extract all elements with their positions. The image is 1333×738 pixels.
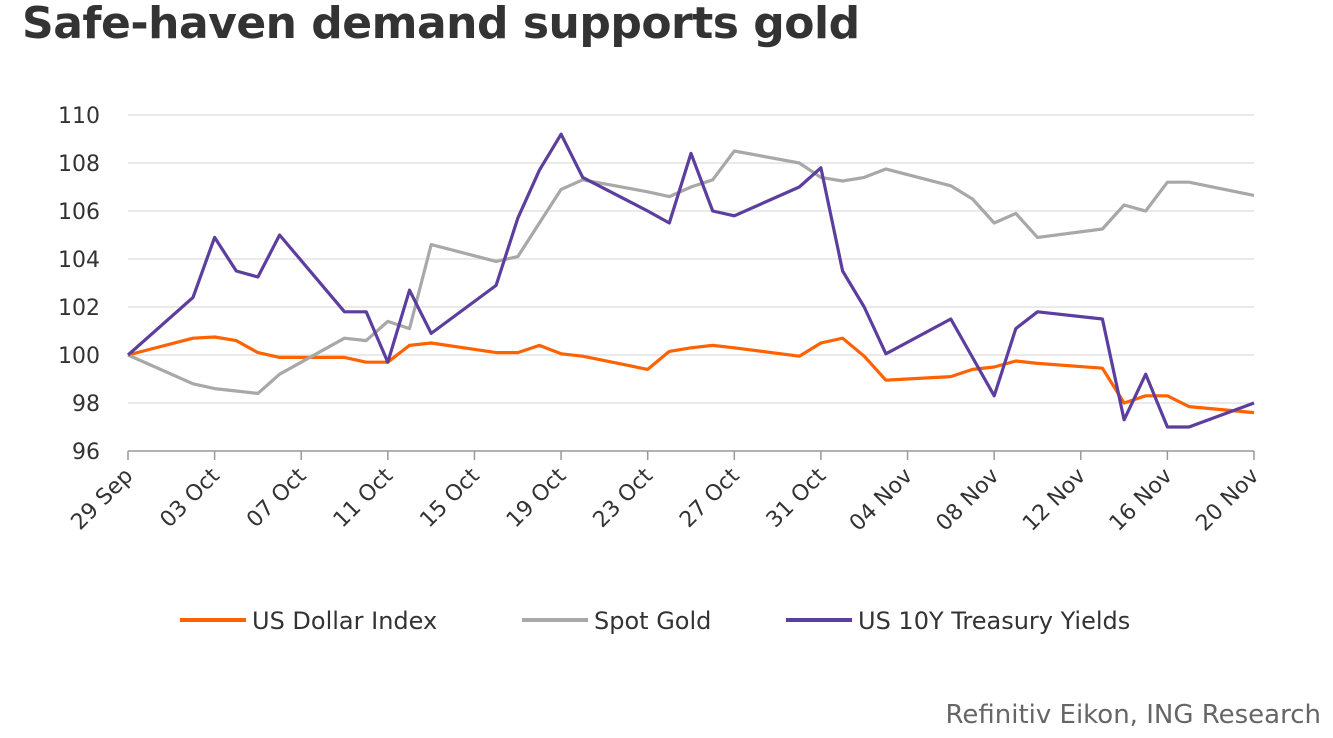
x-tick-label: 19 Oct — [502, 463, 572, 533]
legend-label: Spot Gold — [594, 607, 711, 635]
x-tick-label: 11 Oct — [329, 463, 399, 533]
x-tick-label: 29 Sep — [67, 464, 139, 536]
legend-label: US Dollar Index — [252, 607, 437, 635]
series-line-us-dollar-index — [127, 335, 1255, 415]
source-note: Refinitiv Eikon, ING Research — [945, 700, 1321, 730]
x-tick-label: 31 Oct — [762, 463, 832, 533]
legend-label: US 10Y Treasury Yields — [858, 607, 1130, 635]
chart-title: Safe-haven demand supports gold — [22, 0, 860, 49]
x-tick-label: 03 Oct — [156, 463, 226, 533]
series-lines — [126, 132, 1255, 429]
x-tick-label: 12 Nov — [1018, 464, 1091, 537]
y-tick-label: 102 — [58, 296, 100, 321]
x-tick-label: 27 Oct — [675, 463, 745, 533]
series-line-us-10y-treasury-yields — [126, 132, 1255, 429]
x-tick-label: 04 Nov — [845, 464, 918, 537]
x-tick-label: 15 Oct — [415, 463, 485, 533]
y-tick-label: 106 — [58, 200, 100, 225]
x-tick-label: 20 Nov — [1191, 464, 1264, 537]
y-tick-label: 108 — [58, 152, 100, 177]
x-tick-label: 23 Oct — [589, 463, 659, 533]
y-tick-label: 100 — [58, 344, 100, 369]
y-tick-label: 104 — [58, 248, 100, 273]
legend: US Dollar Index Spot Gold US 10Y Treasury … — [180, 607, 1130, 635]
series-line-spot-gold — [127, 149, 1255, 395]
x-tick-label: 07 Oct — [242, 463, 312, 533]
y-tick-label: 96 — [72, 440, 100, 465]
y-tick-label: 98 — [72, 392, 100, 417]
x-tick-label: 16 Nov — [1105, 464, 1178, 537]
axes: 96 98 100 102 104 106 108 110 29 Sep 03 Oct 07 Oct… — [58, 104, 1264, 536]
y-tick-label: 110 — [58, 104, 100, 129]
x-tick-label: 08 Nov — [932, 464, 1005, 537]
